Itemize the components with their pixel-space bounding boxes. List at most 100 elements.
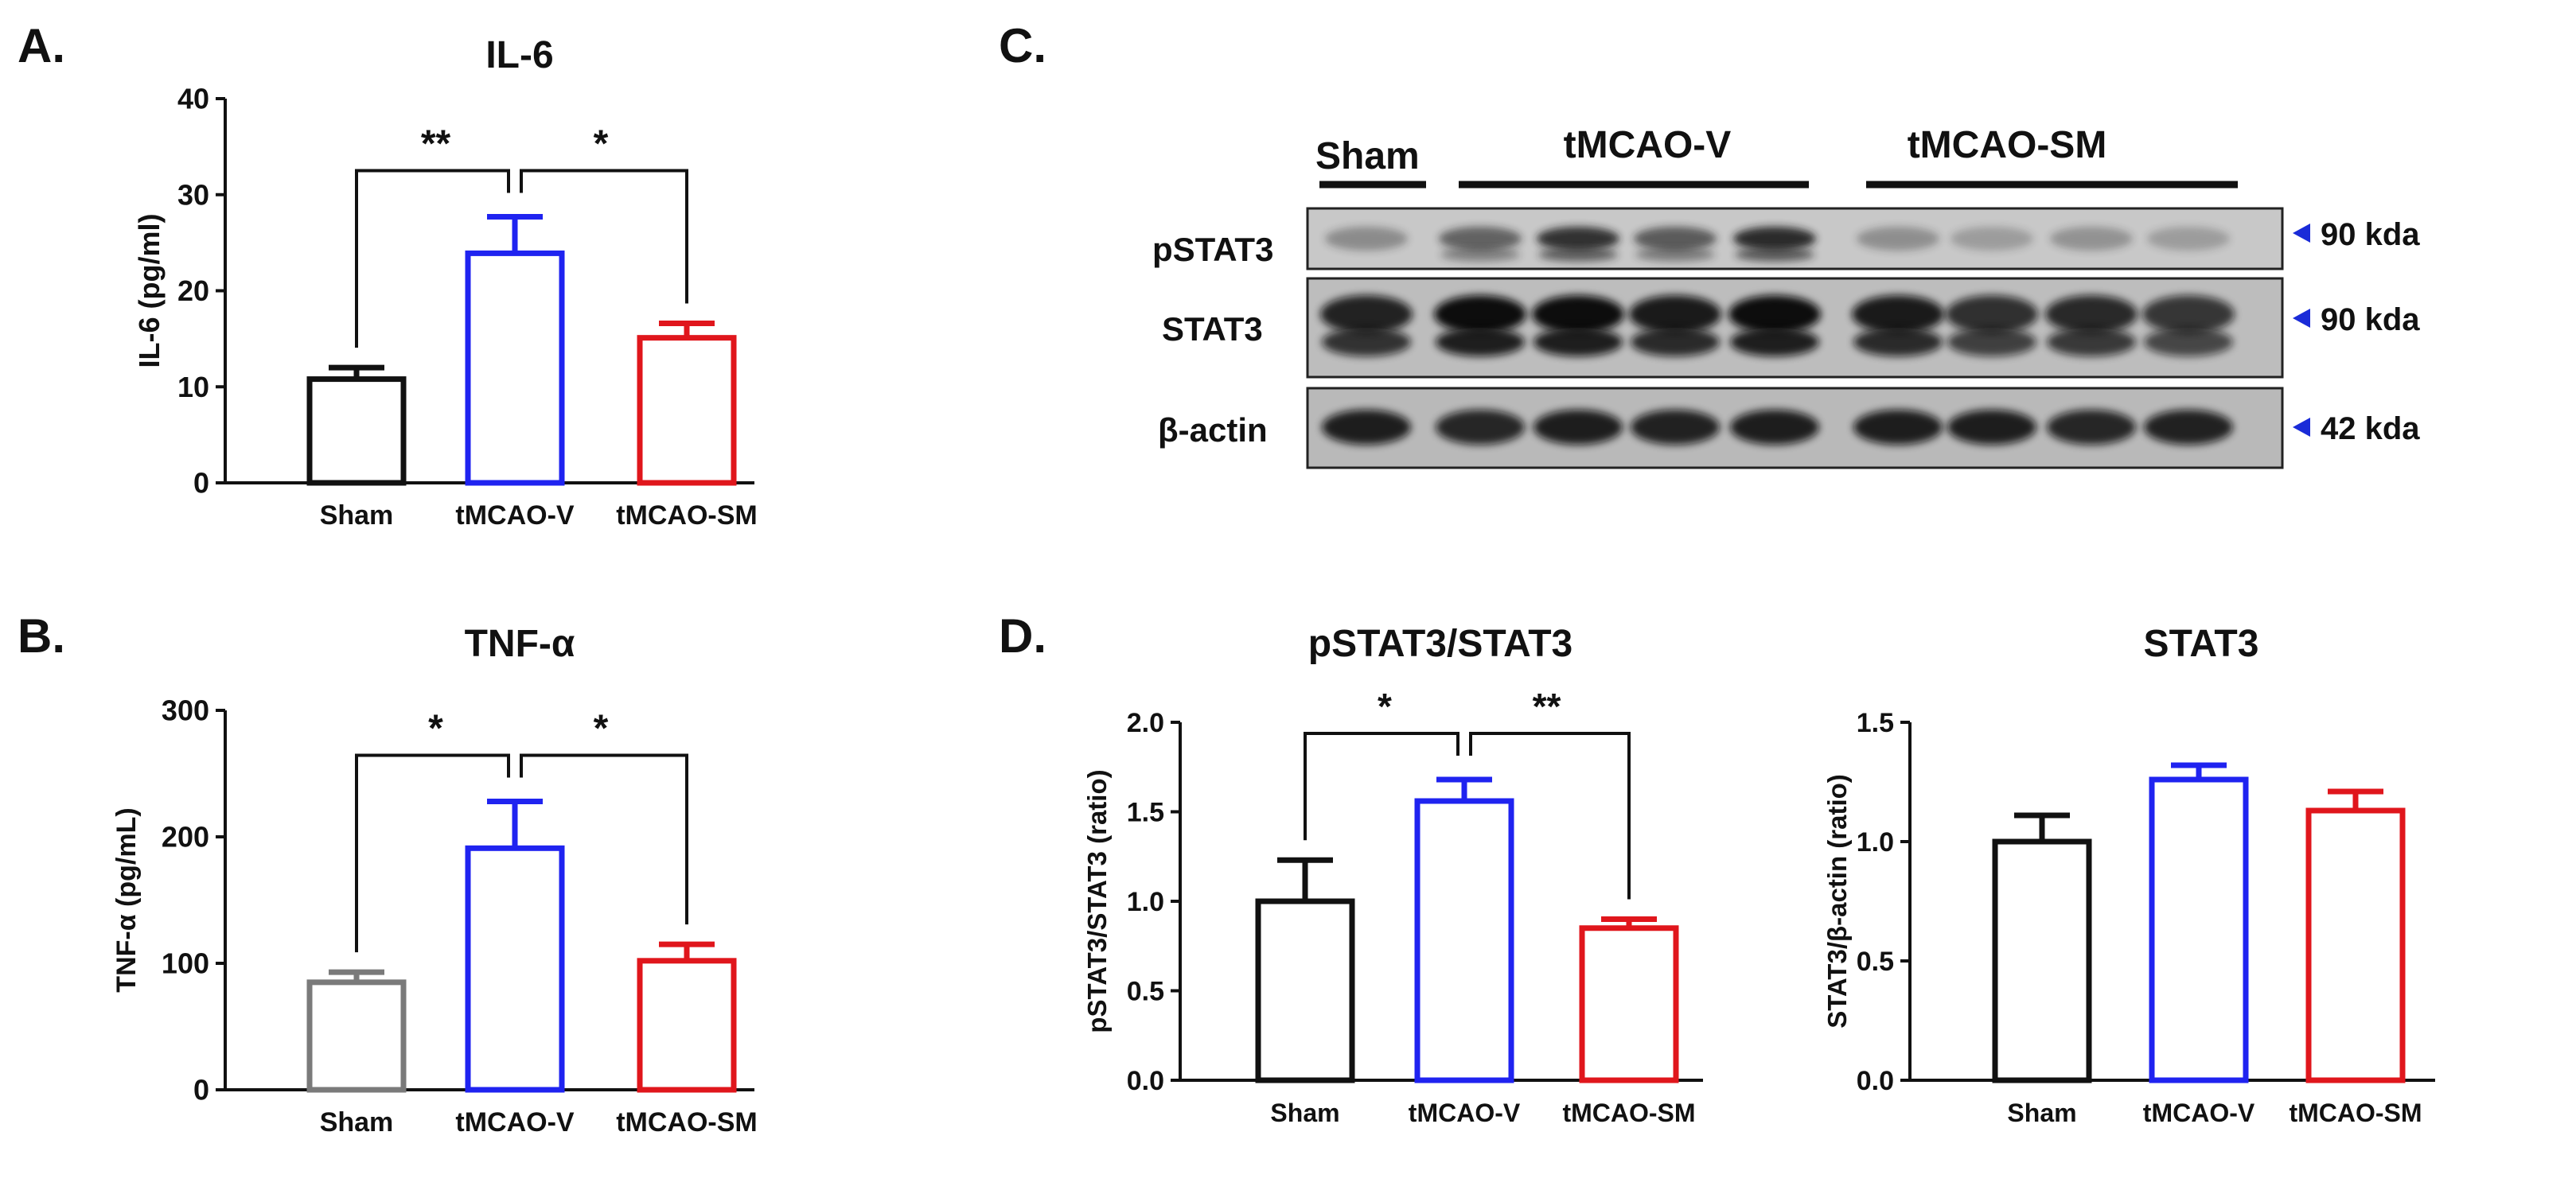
blot-band-beta-actin [2144,410,2233,445]
y-axis-label: pSTAT3/STAT3 (ratio) [1082,769,1112,1033]
significance-label: * [1378,686,1392,727]
significance-bracket [355,169,510,348]
blot-band-beta-actin [1534,410,1623,445]
blot-band-beta-actin [1853,410,1943,445]
y-tick-label: 0.5 [1857,947,1894,977]
blot-row-label-stat3: STAT3 [1162,310,1263,348]
blot-band-pstat3 [1537,227,1619,251]
category-label: Sham [2007,1099,2076,1127]
blot-band-stat3 [2142,295,2235,333]
blot-kda-pstat3: 90 kda [2321,217,2420,252]
category-label: tMCAO-V [2143,1099,2255,1127]
category-label: tMCAO-SM [1562,1099,1695,1127]
bar-sham [306,376,407,486]
blot-band-stat3-lower [1534,328,1623,356]
category-label: Sham [320,500,394,531]
chart-stat3-ratio: STAT3 0.0 0.5 1.0 1.5 STAT3/β-actin (ratio) Sh… [1822,623,2435,1127]
blot-band-pstat3 [1951,227,2033,251]
category-label: Sham [320,1107,394,1138]
blot-band-beta-actin [1631,410,1720,445]
blot-band-stat3-lower [1853,328,1943,356]
blot-band-stat3-lower [2144,328,2233,356]
blot-band-stat3-lower [1947,328,2036,356]
blot-band-pstat3 [1733,227,1816,251]
blot-band-beta-actin [1436,410,1525,445]
y-tick-label: 100 [162,947,209,980]
significance-label: * [594,123,609,165]
western-blot: Sham tMCAO-V tMCAO-SM pSTAT3 STAT3 β-act… [1152,124,2420,469]
blot-group-tmcao-sm: tMCAO-SM [1908,124,2107,166]
bar-tmcao-v [1414,798,1514,1083]
bar-tmcao-v [2149,776,2249,1083]
y-tick-label: 300 [162,694,209,727]
significance-bracket [355,753,510,953]
blot-band-beta-actin [1947,410,2036,445]
y-tick-label: 0.0 [1857,1066,1894,1096]
category-label: tMCAO-V [1409,1099,1521,1127]
blot-band-stat3 [1434,295,1526,333]
significance-bracket [520,169,688,304]
bar-sham [1255,898,1355,1083]
y-axis-label: STAT3/β-actin (ratio) [1822,774,1852,1029]
category-label: tMCAO-V [455,1107,575,1138]
panel-label-b: B. [18,609,65,663]
blot-row-label-beta-actin: β-actin [1158,411,1268,449]
blot-band-beta-actin [2047,410,2136,445]
category-label: tMCAO-SM [2289,1099,2422,1127]
y-tick-label: 1.5 [1127,797,1164,827]
chart-tnf-alpha: TNF-α 0 100 200 300 TNF-α (pg/mL) Sham tMCAO-V t… [111,623,758,1138]
kda-marker-pstat3-icon [2293,224,2310,243]
blot-band-stat3 [1728,295,1821,333]
blot-band-beta-actin [1730,410,1819,445]
bar-sham [1992,838,2092,1083]
y-tick-label: 200 [162,821,209,854]
chart-il6: IL-6 0 10 20 30 40 IL-6 (pg/ml) Sham tMCAO-V tMCA… [133,34,758,531]
blot-band-stat3 [1532,295,1624,333]
blot-band-beta-actin [1322,410,1411,445]
blot-band-pstat3-lower [1635,247,1715,262]
blot-band-stat3 [2045,295,2138,333]
significance-bracket [1304,732,1459,841]
blot-band-stat3-lower [1322,328,1411,356]
significance-label: ** [421,123,451,165]
significance-label: * [594,707,609,749]
kda-marker-stat3-icon [2293,309,2310,328]
blot-band-stat3-lower [1631,328,1720,356]
blot-band-pstat3-lower [1735,247,1814,262]
y-tick-label: 20 [177,274,209,307]
y-tick-label: 2.0 [1127,708,1164,738]
bar-tmcao-v [465,845,565,1093]
y-tick-label: 40 [177,83,209,115]
y-tick-label: 1.0 [1127,887,1164,917]
significance-label: ** [1533,686,1561,727]
chart-title: pSTAT3/STAT3 [1308,623,1572,665]
blot-band-pstat3-lower [1440,247,1520,262]
blot-row-label-pstat3: pSTAT3 [1152,231,1273,268]
significance-bracket [1469,732,1631,900]
blot-group-tmcao-v: tMCAO-V [1564,124,1732,166]
y-tick-label: 10 [177,371,209,403]
y-tick-label: 0 [193,467,209,500]
y-tick-label: 0 [193,1074,209,1106]
category-label: tMCAO-SM [616,500,758,531]
blot-band-pstat3 [2050,227,2133,251]
blot-band-pstat3-lower [1538,247,1618,262]
bar-tmcao-sm [637,958,737,1093]
chart-pstat3-ratio: pSTAT3/STAT3 0.0 0.5 1.0 1.5 2.0 pSTAT3/STAT3 … [1082,623,1703,1127]
blot-band-pstat3 [1325,227,1408,251]
category-label: Sham [1270,1099,1339,1127]
category-label: tMCAO-SM [616,1107,758,1138]
blot-band-pstat3 [1634,227,1717,251]
blot-band-stat3 [1629,295,1721,333]
kda-marker-beta-actin-icon [2293,418,2310,437]
blot-band-stat3 [1946,295,2038,333]
y-tick-label: 1.5 [1857,708,1894,738]
bar-tmcao-sm [1579,925,1679,1083]
panel-label-a: A. [18,19,65,72]
chart-title: TNF-α [465,623,575,665]
blot-kda-beta-actin: 42 kda [2321,411,2420,446]
panel-label-d: D. [999,609,1046,663]
blot-band-stat3 [1320,295,1413,333]
blot-kda-stat3: 90 kda [2321,302,2420,337]
